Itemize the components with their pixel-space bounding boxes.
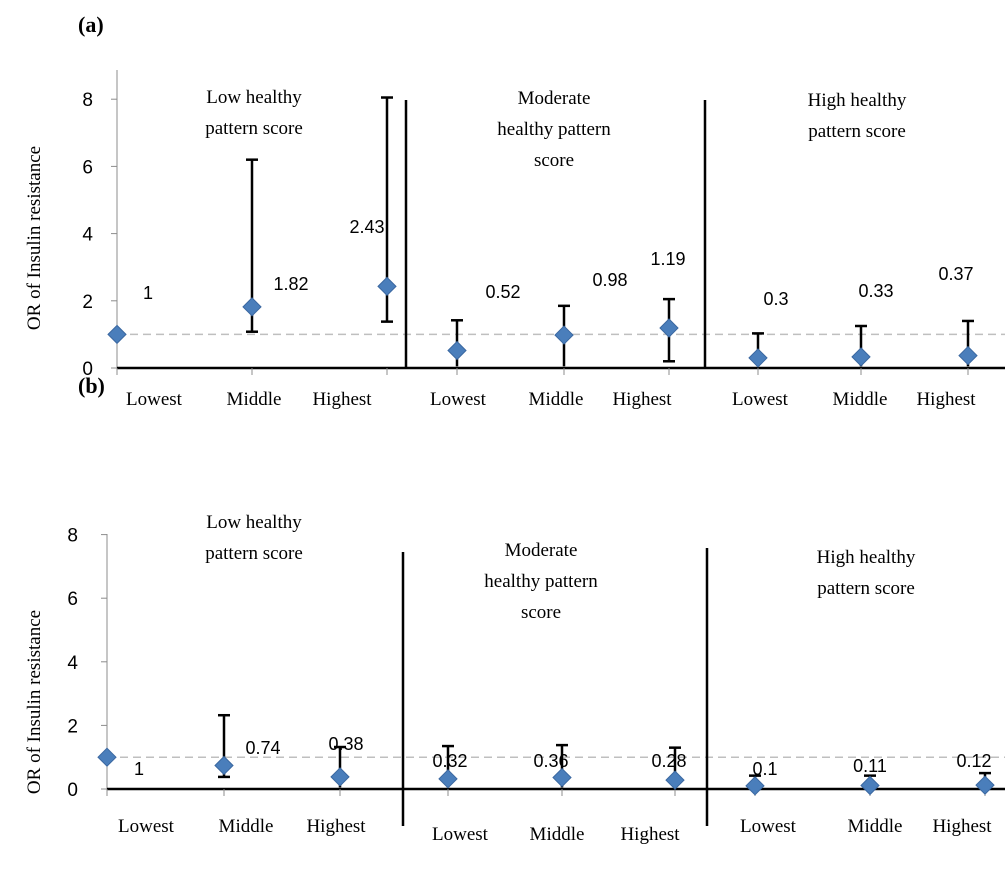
x-tick-label: Lowest <box>118 816 175 837</box>
data-point-marker <box>958 345 978 366</box>
group-title-line: score <box>534 150 574 171</box>
x-tick-label: Lowest <box>732 389 789 410</box>
data-point-marker <box>438 769 458 789</box>
data-point-marker <box>447 340 467 361</box>
data-label: 1.82 <box>273 274 308 294</box>
data-point-marker <box>975 775 995 795</box>
y-tick-label: 6 <box>67 589 78 610</box>
data-point-marker <box>242 297 262 317</box>
x-tick-label: Lowest <box>740 816 797 837</box>
x-tick-label: Highest <box>306 816 366 837</box>
group-title-line: pattern score <box>205 118 303 139</box>
data-label: 0.1 <box>752 759 777 779</box>
data-label: 0.38 <box>328 734 363 754</box>
data-label: 0.74 <box>245 738 280 758</box>
data-point-marker <box>748 348 768 368</box>
group-title-line: pattern score <box>817 578 915 599</box>
x-tick-label: Middle <box>529 389 584 410</box>
x-tick-label: Lowest <box>430 389 487 410</box>
group-title-line: Moderate <box>505 540 578 561</box>
x-tick-label: Lowest <box>126 389 183 410</box>
x-tick-label: Lowest <box>432 824 489 845</box>
data-point-marker <box>745 776 765 796</box>
x-tick-label: Middle <box>530 824 585 845</box>
y-tick-label: 8 <box>67 526 78 547</box>
group-title-line: Low healthy <box>206 512 302 533</box>
x-tick-label: Middle <box>848 816 903 837</box>
data-point-marker <box>665 770 685 790</box>
group-title-line: Low healthy <box>206 87 302 108</box>
data-label: 0.98 <box>592 270 627 290</box>
y-tick-label: 0 <box>82 359 93 380</box>
x-tick-label: Highest <box>620 824 680 845</box>
panel-label: (b) <box>78 373 105 398</box>
group-title-line: healthy pattern <box>497 119 611 140</box>
data-label: 2.43 <box>349 217 384 237</box>
chart-panel-b: (b) OR of Insulin resistance 0 2 4 6 8 Low heal… <box>24 373 1005 845</box>
data-label: 0.3 <box>763 289 788 309</box>
data-point-marker <box>214 755 234 776</box>
data-point-marker <box>330 767 350 787</box>
x-tick-label: Highest <box>916 389 976 410</box>
chart-panel-a: (a) OR of Insulin resistance 0 2 4 6 8 Low heal… <box>24 12 1005 410</box>
x-tick-label: Highest <box>932 816 992 837</box>
data-label: 0.37 <box>938 264 973 284</box>
y-tick-label: 2 <box>67 716 78 737</box>
group-title-line: High healthy <box>817 547 916 568</box>
group-title-line: High healthy <box>808 90 907 111</box>
data-label: 0.32 <box>432 751 467 771</box>
data-label: 0.36 <box>533 751 568 771</box>
data-point-marker <box>659 318 679 338</box>
y-tick-label: 2 <box>82 292 93 313</box>
x-tick-label: Highest <box>612 389 672 410</box>
data-label: 1 <box>143 283 153 303</box>
group-title-line: pattern score <box>808 121 906 142</box>
data-point-marker <box>97 747 117 767</box>
data-label: 0.11 <box>853 756 887 776</box>
data-label: 0.33 <box>858 281 893 301</box>
data-point-marker <box>552 767 572 788</box>
data-label: 0.52 <box>485 282 520 302</box>
x-tick-label: Middle <box>227 389 282 410</box>
group-title-line: healthy pattern <box>484 571 598 592</box>
y-tick-label: 0 <box>67 780 78 801</box>
data-label: 0.12 <box>956 751 991 771</box>
group-title-line: score <box>521 602 561 623</box>
data-label: 1 <box>134 759 144 779</box>
x-tick-label: Highest <box>312 389 372 410</box>
data-point-marker <box>860 775 880 796</box>
y-tick-label: 4 <box>67 653 78 674</box>
y-tick-label: 4 <box>82 225 93 246</box>
y-axis-label: OR of Insulin resistance <box>24 146 45 330</box>
y-tick-label: 8 <box>82 90 93 111</box>
data-label: 0.28 <box>651 751 686 771</box>
data-point-marker <box>851 347 871 367</box>
group-title-line: Moderate <box>518 88 591 109</box>
data-point-marker <box>377 276 397 297</box>
data-point-marker <box>107 324 127 345</box>
y-axis-label: OR of Insulin resistance <box>24 610 45 794</box>
x-tick-label: Middle <box>833 389 888 410</box>
data-point-marker <box>554 325 574 345</box>
panel-label: (a) <box>78 12 104 37</box>
data-label: 1.19 <box>650 249 685 269</box>
x-tick-label: Middle <box>219 816 274 837</box>
y-tick-label: 6 <box>82 157 93 178</box>
group-title-line: pattern score <box>205 543 303 564</box>
